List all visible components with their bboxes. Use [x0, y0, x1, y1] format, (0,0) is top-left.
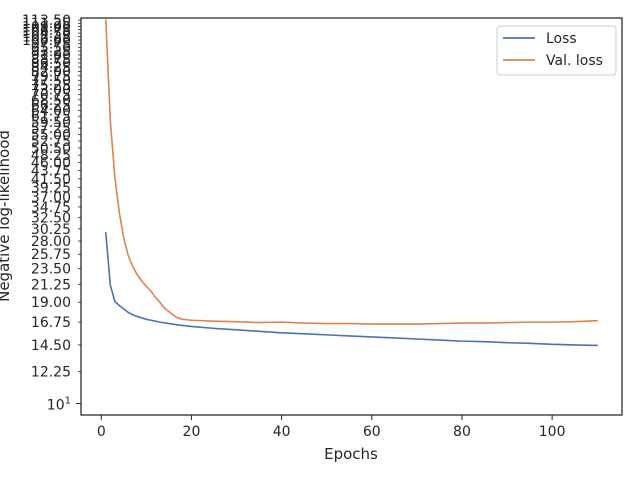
legend-label-loss: Loss — [546, 31, 577, 47]
x-tick-label: 40 — [273, 424, 291, 440]
y-tick-label: 23.50 — [31, 262, 71, 278]
y-tick-label: 12.25 — [31, 365, 71, 381]
y-tick-label: 93.25 — [31, 44, 71, 60]
legend: Loss Val. loss — [496, 25, 617, 76]
y-tick-label: 16.75 — [31, 315, 71, 331]
y-tick-label: 41.50 — [31, 172, 71, 188]
y-tick-label: 77.50 — [31, 73, 71, 89]
y-tick-label: 111.25 — [22, 16, 71, 32]
y-tick-label: 84.25 — [31, 60, 71, 76]
y-tick-label: 19.00 — [31, 295, 71, 311]
y-tick-label: 75.25 — [31, 78, 71, 94]
y-tick-label: 46.00 — [31, 156, 71, 172]
y-tick-label: 73.00 — [31, 83, 71, 99]
y-tick-label: 113.50 — [22, 13, 71, 29]
x-tick-label: 80 — [453, 424, 471, 440]
series-layer — [105, 19, 599, 347]
y-tick-label: 86.50 — [31, 56, 71, 72]
y-tick-label: 25.75 — [31, 247, 71, 263]
y-tick-label: 106.75 — [22, 23, 71, 39]
x-tick-label: 60 — [363, 424, 381, 440]
y-tick-label: 21.25 — [31, 278, 71, 294]
y-tick-label: 97.75 — [31, 37, 71, 53]
y-tick-label: 79.75 — [31, 69, 71, 85]
y-tick-label: 37.00 — [31, 190, 71, 206]
y-tick-label: 61.75 — [31, 109, 71, 125]
y-tick-label: 59.50 — [31, 115, 71, 131]
series-line-loss — [105, 231, 599, 347]
y-tick-label: 64.00 — [31, 104, 71, 120]
y-tick-label: 14.50 — [31, 338, 71, 354]
y-tick-label: 100.00 — [22, 33, 71, 49]
y-tick-label: 109.00 — [22, 19, 71, 35]
y-tick-label: 39.25 — [31, 181, 71, 197]
y-tick-label: 57.25 — [31, 121, 71, 137]
y-tick-label: 91.00 — [31, 48, 71, 64]
x-axis-ticks: 0 20 40 60 80 100 — [97, 415, 566, 440]
y-major-tick-label: 101 — [47, 396, 71, 414]
y-axis-label: Negative log-likelihood — [0, 130, 13, 302]
y-tick-label: 88.75 — [31, 52, 71, 68]
y-tick-label: 102.25 — [22, 30, 71, 46]
y-axis-ticks: 113.50111.25109.00106.75104.50102.25100.… — [22, 13, 81, 414]
y-tick-label: 104.50 — [22, 26, 71, 42]
y-tick-label: 43.75 — [31, 164, 71, 180]
series-line-val-loss — [105, 19, 599, 325]
y-tick-label: 95.50 — [31, 40, 71, 56]
legend-label-val-loss: Val. loss — [546, 53, 603, 69]
y-tick-label: 28.00 — [31, 234, 71, 250]
plot-background — [81, 18, 622, 415]
y-tick-label: 50.50 — [31, 141, 71, 157]
y-tick-label: 68.50 — [31, 93, 71, 109]
y-tick-label: 66.25 — [31, 98, 71, 114]
y-tick-label: 34.75 — [31, 200, 71, 216]
x-tick-label: 100 — [539, 424, 566, 440]
y-tick-label: 82.00 — [31, 64, 71, 80]
plot-frame — [80, 17, 623, 416]
x-tick-label: 0 — [97, 424, 106, 440]
y-tick-label: 55.00 — [31, 127, 71, 143]
y-tick-label: 32.50 — [31, 210, 71, 226]
y-tick-label: 70.75 — [31, 88, 71, 104]
y-tick-label: 52.75 — [31, 134, 71, 150]
y-tick-label: 30.25 — [31, 222, 71, 238]
x-tick-label: 20 — [183, 424, 201, 440]
y-tick-label: 48.25 — [31, 148, 71, 164]
x-axis-label: Epochs — [324, 445, 378, 463]
